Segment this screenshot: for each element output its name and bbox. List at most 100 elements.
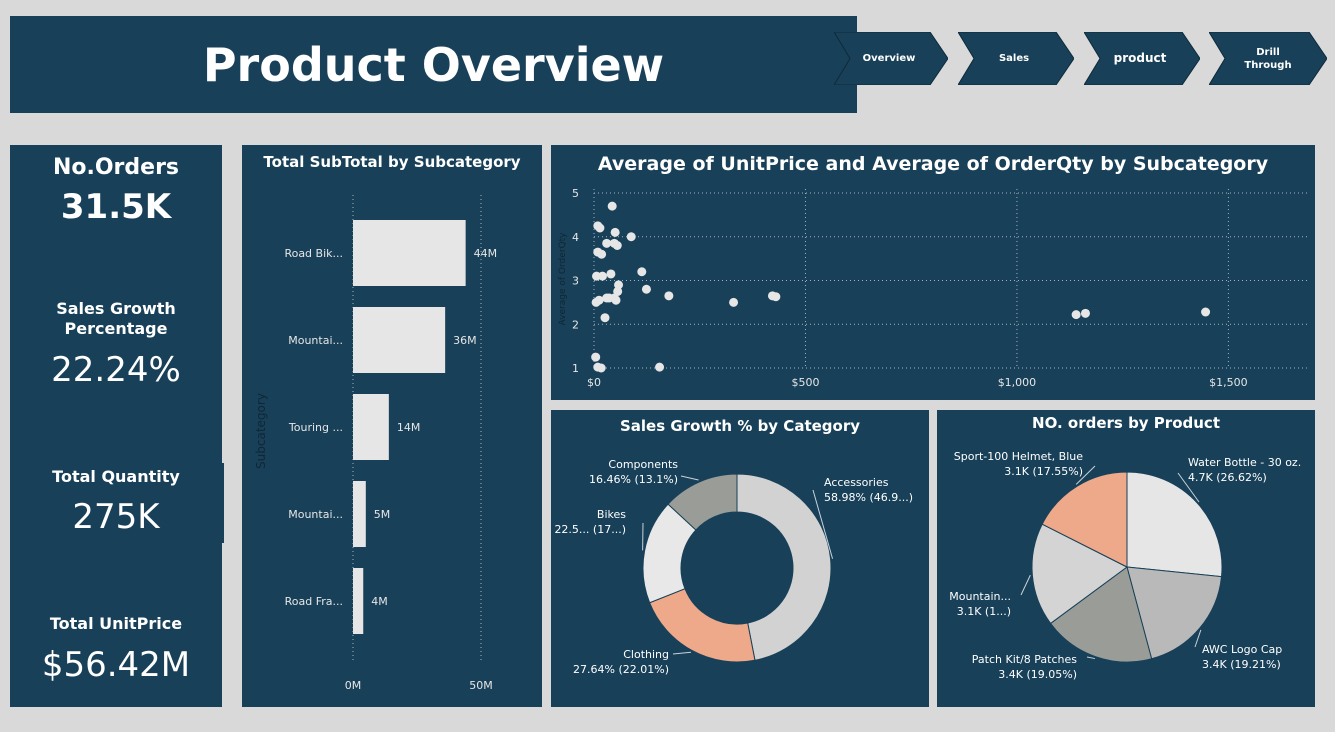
pie-slice-value-label: 4.7K (26.62%) [1188,471,1267,484]
scatter-point[interactable] [637,267,647,277]
kpi-quantity-value: 275K [72,497,160,537]
kpi-panel: No.Orders 31.5K Sales Growth Percentage … [10,145,222,707]
nav-button-drill-through[interactable]: Drill Through [1209,32,1327,85]
pie-slice-label: Mountain... [949,590,1011,603]
scatter-point[interactable] [1201,307,1211,317]
bar-chart: 0M 50M Subcategory Road Bik... 44M Mountai...… [254,195,498,692]
bar[interactable] [353,568,364,634]
scatter-point[interactable] [595,223,605,233]
scatter-point[interactable] [591,352,601,362]
scatter-point[interactable] [609,238,619,248]
bar-chart-panel[interactable]: Total SubTotal by Subcategory 0M 50M Subca… [242,145,542,707]
pie-slice-label: AWC Logo Cap [1202,643,1282,656]
scatter-point[interactable] [594,295,604,305]
scatter-y-tick-label: 3 [572,275,579,288]
pie-leader-line [1086,656,1096,660]
bar-x-tick-label: 50M [469,679,493,692]
pie-chart: Water Bottle - 30 oz. 4.7K (26.62%) AWC Lo… [949,450,1301,681]
bar-value-label: 4M [371,595,388,608]
scatter-point[interactable] [1071,310,1081,320]
pie-slice[interactable] [1049,566,1153,663]
pie-slice[interactable] [1126,471,1223,578]
pie-leader-line [812,489,834,559]
bar-category-label: Mountai... [288,334,343,347]
scatter-point[interactable] [602,238,612,248]
pie-slice[interactable] [1031,523,1128,625]
donut-chart-panel[interactable]: Sales Growth % by Category Accessories 58… [551,410,929,707]
pie-slice[interactable] [736,473,832,661]
scatter-x-tick-label: $500 [791,376,819,389]
scatter-point[interactable] [600,313,610,323]
scatter-y-tick-label: 1 [572,362,579,375]
pie-leader-line [1177,472,1200,503]
scatter-chart: 1 2 3 4 5 $0 $500 $1,000 $1,500 Average of OrderQ… [558,187,1307,389]
kpi-orders-value: 31.5K [60,187,172,227]
bar[interactable] [353,220,466,286]
bar-value-label: 5M [374,508,391,521]
nav-label-product: product [1113,51,1167,65]
scatter-point[interactable] [597,249,607,259]
scatter-point[interactable] [607,201,617,211]
nav-button-overview[interactable]: Overview [834,32,948,85]
pie-slice-value-label: 3.1K (17.55%) [1004,465,1083,478]
pie-slice-label: Clothing [623,648,669,661]
pie-slice-value-label: 27.64% (22.01%) [573,663,669,676]
pie-leader-line [1020,574,1031,596]
scatter-x-tick-label: $0 [587,376,601,389]
scatter-x-tick-label: $1,000 [998,376,1037,389]
scatter-point[interactable] [606,269,616,279]
scatter-point[interactable] [613,286,623,296]
kpi-orders-title: No.Orders [52,155,180,180]
nav-button-sales[interactable]: Sales [958,32,1074,85]
kpi-quantity-title: Total Quantity [52,467,180,486]
bar-chart-title: Total SubTotal by Subcategory [263,153,521,171]
bar[interactable] [353,307,446,373]
scatter-point[interactable] [614,280,624,290]
pie-slice-label: Water Bottle - 30 oz. [1188,456,1301,469]
pie-slice-label: Accessories [824,476,889,489]
pie-slice-value-label: 3.4K (19.05%) [998,668,1077,681]
pie-chart-panel[interactable]: NO. orders by Product Water Bottle - 30 … [937,410,1315,707]
pie-slice-value-label: 3.4K (19.21%) [1202,658,1281,671]
pie-slice-label: Patch Kit/8 Patches [972,653,1077,666]
pie-slice[interactable] [1126,566,1223,660]
pie-slice-value-label: 16.46% (13.1%) [589,473,678,486]
scatter-y-tick-label: 5 [572,187,579,200]
scatter-point[interactable] [729,297,739,307]
pie-slice[interactable] [1041,471,1128,568]
bar[interactable] [353,394,389,460]
pie-leader-line [680,475,699,481]
bar[interactable] [353,481,366,547]
bar-value-label: 14M [397,421,421,434]
scatter-point[interactable] [592,271,602,281]
scatter-point[interactable] [626,232,636,242]
scatter-point[interactable] [1080,308,1090,318]
chevron-shape [1084,32,1200,85]
donut-chart-title: Sales Growth % by Category [619,417,860,435]
scatter-point[interactable] [771,292,781,302]
bar-category-label: Road Bik... [284,247,343,260]
nav-label-sales: Sales [998,53,1030,64]
scatter-x-tick-label: $1,500 [1209,376,1248,389]
pie-slice-label: Bikes [597,508,626,521]
bar-y-axis-label: Subcategory [254,393,268,469]
scatter-point[interactable] [664,291,674,301]
scatter-y-tick-label: 4 [572,231,579,244]
scatter-point[interactable] [611,295,621,305]
nav-button-product[interactable]: product [1084,32,1200,85]
kpi-growth-title: Sales Growth Percentage [56,299,176,338]
pie-slice-value-label: 3.1K (1...) [957,605,1011,618]
nav-label-drill-through: Drill Through [1244,46,1292,71]
bar-value-label: 44M [474,247,498,260]
pie-slice[interactable] [667,473,738,531]
pie-slice-value-label: 58.98% (46.9...) [824,491,913,504]
pie-slice-label: Sport-100 Helmet, Blue [954,450,1083,463]
scatter-chart-title: Average of UnitPrice and Average of Orde… [597,153,1269,175]
scatter-point[interactable] [641,284,651,294]
scatter-point[interactable] [655,362,665,372]
chevron-shape [834,32,948,85]
pie-slice-value-label: 22.5... (17...) [554,523,626,536]
scatter-point[interactable] [596,363,606,373]
scatter-point[interactable] [610,227,620,237]
scatter-chart-panel[interactable]: Average of UnitPrice and Average of Orde… [551,145,1315,400]
